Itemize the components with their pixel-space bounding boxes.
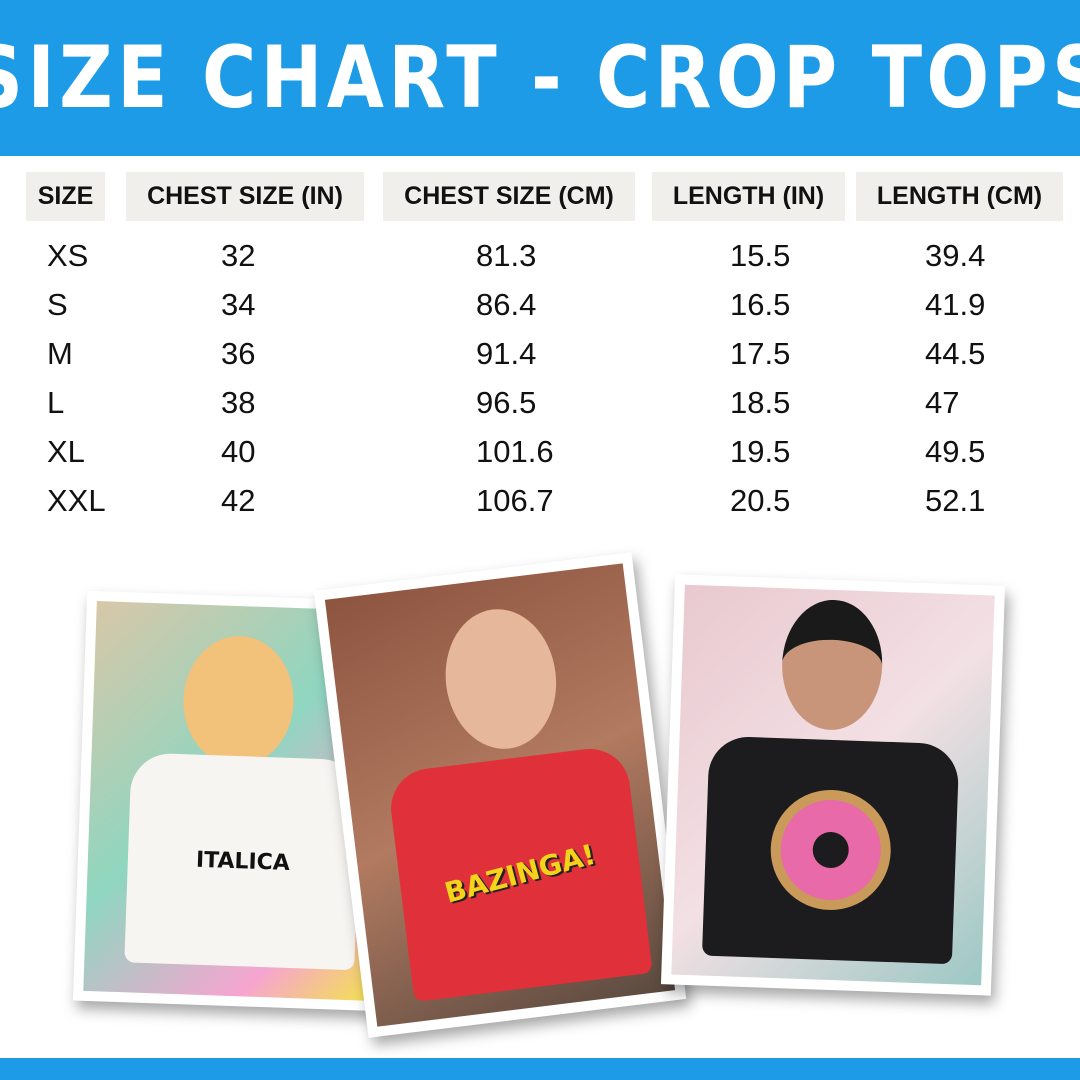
column-header: CHEST SIZE (IN)	[126, 172, 364, 221]
table-cell: XL	[47, 434, 85, 469]
title-banner: SIZE CHART - CROP TOPS	[0, 0, 1080, 156]
shirt-print: ITALICA	[195, 847, 291, 876]
table-cell: 52.1	[925, 483, 986, 518]
table-cell: 91.4	[476, 336, 537, 371]
table-cell: 18.5	[730, 385, 791, 420]
page-title: SIZE CHART - CROP TOPS	[0, 28, 1080, 128]
table-cell: 19.5	[730, 434, 791, 469]
column-header: LENGTH (CM)	[856, 172, 1063, 221]
table-cell: 96.5	[476, 385, 537, 420]
table-cell: 38	[221, 385, 256, 420]
column-header: CHEST SIZE (CM)	[383, 172, 635, 221]
table-cell: 36	[221, 336, 256, 371]
table-cell: 40	[221, 434, 256, 469]
table-cell: 47	[925, 385, 960, 420]
table-cell: L	[47, 385, 65, 420]
table-cell: M	[47, 336, 73, 371]
table-cell: 15.5	[730, 238, 791, 273]
table-cell: 86.4	[476, 287, 537, 322]
donut-graphic	[768, 787, 893, 913]
table-cell: 101.6	[476, 434, 554, 469]
photo-black-crop-top	[660, 574, 1006, 996]
table-cell: 106.7	[476, 483, 554, 518]
table-cell: 49.5	[925, 434, 986, 469]
table-cell: 16.5	[730, 287, 791, 322]
table-cell: XXL	[47, 483, 106, 518]
table-cell: 32	[221, 238, 256, 273]
column-header: SIZE	[26, 172, 105, 221]
column-header: LENGTH (IN)	[652, 172, 845, 221]
shirt-print: BAZINGA!	[440, 837, 599, 910]
table-cell: 42	[221, 483, 256, 518]
table-cell: 39.4	[925, 238, 986, 273]
table-cell: 81.3	[476, 238, 537, 273]
table-cell: 34	[221, 287, 256, 322]
photo-red-crop-top: BAZINGA!	[313, 552, 687, 1038]
footer-bar	[0, 1058, 1080, 1080]
table-cell: 20.5	[730, 483, 791, 518]
table-cell: 41.9	[925, 287, 986, 322]
table-cell: S	[47, 287, 68, 322]
table-cell: 17.5	[730, 336, 791, 371]
table-cell: 44.5	[925, 336, 986, 371]
table-cell: XS	[47, 238, 89, 273]
